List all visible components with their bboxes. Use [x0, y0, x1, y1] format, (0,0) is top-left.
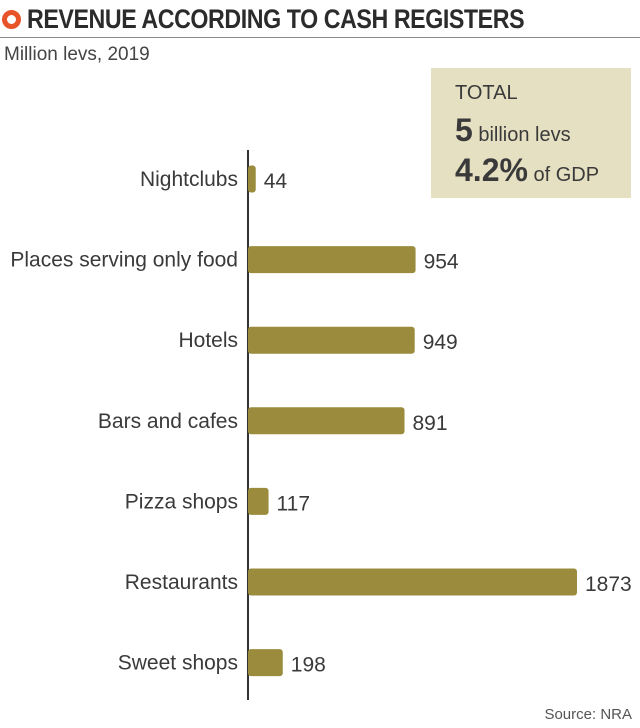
- total-box: TOTAL 5 billion levs 4.2% of GDP: [431, 68, 631, 198]
- value-label: 949: [423, 331, 458, 354]
- title-divider: [0, 37, 640, 38]
- value-label: 198: [291, 654, 326, 677]
- category-label: Hotels: [178, 329, 238, 352]
- value-label: 44: [264, 170, 288, 193]
- bar: [248, 326, 415, 354]
- value-label: 954: [424, 251, 459, 274]
- value-label: 891: [413, 412, 448, 435]
- bar: [248, 487, 269, 515]
- source-note: Source: NRA: [544, 706, 632, 723]
- category-label: Restaurants: [125, 571, 238, 594]
- circle-bullet-icon: [2, 9, 21, 29]
- category-label: Sweet shops: [118, 652, 238, 675]
- chart-subtitle: Million levs, 2019: [4, 44, 150, 65]
- value-label: 1873: [585, 573, 632, 596]
- total-revenue-value: 5: [455, 112, 473, 148]
- total-label: TOTAL: [455, 82, 518, 104]
- bar: [248, 246, 416, 274]
- value-label: 117: [277, 492, 310, 515]
- total-gdp-share: 4.2% of GDP: [455, 152, 599, 189]
- total-revenue-unit: billion levs: [472, 124, 571, 146]
- total-gdp-unit: of GDP: [527, 164, 600, 186]
- category-label: Pizza shops: [125, 490, 238, 513]
- bar: [248, 568, 577, 596]
- category-label: Bars and cafes: [98, 410, 238, 433]
- bar: [248, 407, 405, 435]
- total-gdp-value: 4.2%: [455, 152, 528, 188]
- total-revenue: 5 billion levs: [455, 112, 571, 149]
- title-row: REVENUE ACCORDING TO CASH REGISTERS: [0, 4, 640, 34]
- category-label: Places serving only food: [10, 249, 238, 272]
- bar: [248, 649, 283, 677]
- chart-title: REVENUE ACCORDING TO CASH REGISTERS: [27, 3, 525, 34]
- category-label: Nightclubs: [140, 168, 238, 191]
- bar: [248, 165, 256, 193]
